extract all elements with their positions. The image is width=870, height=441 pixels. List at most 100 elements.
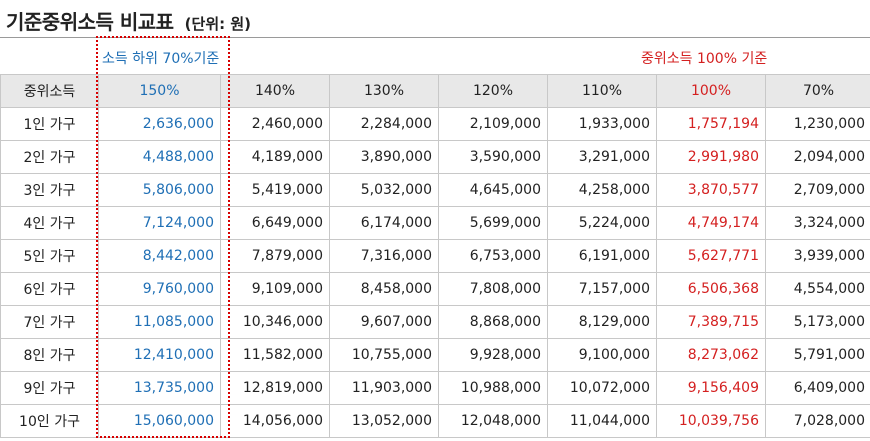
- income-cell: 9,156,409: [656, 371, 766, 405]
- header-percent: 130%: [329, 74, 439, 108]
- income-cell: 2,709,000: [765, 173, 870, 207]
- income-cell: 11,582,000: [220, 338, 330, 372]
- income-cell: 2,284,000: [329, 107, 439, 141]
- income-cell: 10,039,756: [656, 404, 766, 438]
- income-cell: 5,224,000: [547, 206, 657, 240]
- income-cell: 9,928,000: [438, 338, 548, 372]
- income-cell: 6,649,000: [220, 206, 330, 240]
- income-cell: 8,442,000: [98, 239, 221, 273]
- income-cell: 10,755,000: [329, 338, 439, 372]
- income-cell: 5,791,000: [765, 338, 870, 372]
- table-header-row: 중위소득 150% 140% 130% 120% 110% 100% 70%: [0, 74, 870, 108]
- income-cell: 8,458,000: [329, 272, 439, 306]
- income-cell: 7,157,000: [547, 272, 657, 306]
- household-size-cell: 7인 가구: [0, 305, 99, 339]
- header-percent: 140%: [220, 74, 330, 108]
- income-cell: 10,346,000: [220, 305, 330, 339]
- income-cell: 8,868,000: [438, 305, 548, 339]
- income-cell: 10,072,000: [547, 371, 657, 405]
- table-row: 7인 가구 11,085,000 10,346,000 9,607,000 8,868,…: [0, 305, 870, 339]
- household-size-cell: 1인 가구: [0, 107, 99, 141]
- income-cell: 8,273,062: [656, 338, 766, 372]
- income-cell: 7,389,715: [656, 305, 766, 339]
- income-cell: 5,699,000: [438, 206, 548, 240]
- household-size-cell: 8인 가구: [0, 338, 99, 372]
- note-bottom-70-percent: 소득 하위 70%기준: [102, 51, 220, 67]
- income-cell: 4,189,000: [220, 140, 330, 174]
- table-row: 5인 가구 8,442,000 7,879,000 7,316,000 6,753,00…: [0, 239, 870, 273]
- income-cell: 3,324,000: [765, 206, 870, 240]
- income-cell: 5,627,771: [656, 239, 766, 273]
- income-cell: 2,460,000: [220, 107, 330, 141]
- income-cell: 3,939,000: [765, 239, 870, 273]
- header-percent: 110%: [547, 74, 657, 108]
- income-cell: 1,230,000: [765, 107, 870, 141]
- table-row: 3인 가구 5,806,000 5,419,000 5,032,000 4,645,00…: [0, 173, 870, 207]
- income-cell: 7,316,000: [329, 239, 439, 273]
- household-size-cell: 9인 가구: [0, 371, 99, 405]
- income-cell: 13,735,000: [98, 371, 221, 405]
- header-percent: 100%: [656, 74, 766, 108]
- household-size-cell: 6인 가구: [0, 272, 99, 306]
- table-body: 1인 가구 2,636,000 2,460,000 2,284,000 2,109,00…: [0, 107, 870, 438]
- table-row: 2인 가구 4,488,000 4,189,000 3,890,000 3,590,00…: [0, 140, 870, 174]
- income-cell: 2,109,000: [438, 107, 548, 141]
- income-cell: 10,988,000: [438, 371, 548, 405]
- income-cell: 7,028,000: [765, 404, 870, 438]
- title-row: 기준중위소득 비교표 (단위: 원): [6, 6, 251, 36]
- table-row: 4인 가구 7,124,000 6,649,000 6,174,000 5,699,00…: [0, 206, 870, 240]
- household-size-cell: 3인 가구: [0, 173, 99, 207]
- income-cell: 9,607,000: [329, 305, 439, 339]
- household-size-cell: 5인 가구: [0, 239, 99, 273]
- income-cell: 14,056,000: [220, 404, 330, 438]
- table-row: 9인 가구 13,735,000 12,819,000 11,903,000 10,98…: [0, 371, 870, 405]
- header-label: 중위소득: [0, 74, 99, 108]
- income-cell: 9,760,000: [98, 272, 221, 306]
- income-cell: 4,645,000: [438, 173, 548, 207]
- income-cell: 11,085,000: [98, 305, 221, 339]
- income-cell: 9,100,000: [547, 338, 657, 372]
- income-cell: 5,032,000: [329, 173, 439, 207]
- table-row: 10인 가구 15,060,000 14,056,000 13,052,000 12,0…: [0, 404, 870, 438]
- header-percent: 120%: [438, 74, 548, 108]
- header-percent: 70%: [765, 74, 870, 108]
- income-comparison-table: 중위소득 150% 140% 130% 120% 110% 100% 70% 1인 가구 2,6…: [0, 74, 870, 438]
- page-title: 기준중위소득 비교표: [6, 10, 174, 34]
- income-cell: 6,409,000: [765, 371, 870, 405]
- income-cell: 12,819,000: [220, 371, 330, 405]
- income-cell: 6,506,368: [656, 272, 766, 306]
- income-cell: 13,052,000: [329, 404, 439, 438]
- income-cell: 1,933,000: [547, 107, 657, 141]
- income-cell: 5,419,000: [220, 173, 330, 207]
- income-cell: 8,129,000: [547, 305, 657, 339]
- income-cell: 3,870,577: [656, 173, 766, 207]
- household-size-cell: 2인 가구: [0, 140, 99, 174]
- income-cell: 6,753,000: [438, 239, 548, 273]
- income-cell: 12,410,000: [98, 338, 221, 372]
- title-divider: [0, 37, 870, 38]
- income-cell: 9,109,000: [220, 272, 330, 306]
- income-cell: 4,554,000: [765, 272, 870, 306]
- income-cell: 3,890,000: [329, 140, 439, 174]
- income-cell: 2,991,980: [656, 140, 766, 174]
- household-size-cell: 4인 가구: [0, 206, 99, 240]
- income-cell: 4,749,174: [656, 206, 766, 240]
- table-row: 1인 가구 2,636,000 2,460,000 2,284,000 2,109,00…: [0, 107, 870, 141]
- income-cell: 4,488,000: [98, 140, 221, 174]
- income-cell: 5,173,000: [765, 305, 870, 339]
- income-cell: 11,044,000: [547, 404, 657, 438]
- note-median-100-percent: 중위소득 100% 기준: [641, 51, 768, 67]
- household-size-cell: 10인 가구: [0, 404, 99, 438]
- income-cell: 3,291,000: [547, 140, 657, 174]
- income-cell: 11,903,000: [329, 371, 439, 405]
- income-cell: 2,636,000: [98, 107, 221, 141]
- income-cell: 7,124,000: [98, 206, 221, 240]
- income-cell: 4,258,000: [547, 173, 657, 207]
- table-row: 8인 가구 12,410,000 11,582,000 10,755,000 9,928…: [0, 338, 870, 372]
- income-cell: 5,806,000: [98, 173, 221, 207]
- income-cell: 6,191,000: [547, 239, 657, 273]
- header-percent: 150%: [98, 74, 221, 108]
- income-cell: 7,808,000: [438, 272, 548, 306]
- income-cell: 1,757,194: [656, 107, 766, 141]
- unit-label: (단위: 원): [184, 15, 252, 33]
